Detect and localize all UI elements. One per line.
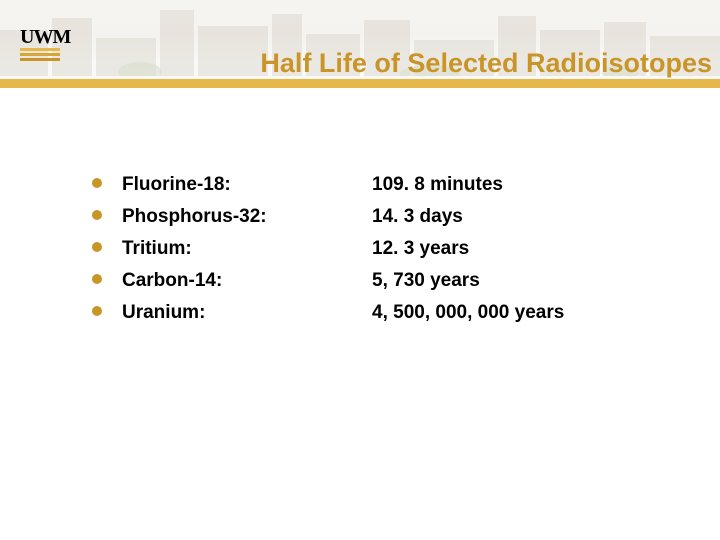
isotope-row: Phosphorus-32:14. 3 days	[92, 206, 652, 228]
half-life-value: 109. 8 minutes	[372, 174, 652, 196]
half-life-value: 14. 3 days	[372, 206, 652, 228]
slide-title: Half Life of Selected Radioisotopes	[160, 48, 712, 79]
isotope-name: Phosphorus-32:	[122, 206, 372, 228]
uwm-logo: UWM	[20, 26, 74, 60]
bullet-icon	[92, 178, 102, 188]
half-life-value: 12. 3 years	[372, 238, 652, 260]
isotope-name: Uranium:	[122, 302, 372, 324]
isotope-name: Carbon-14:	[122, 270, 372, 292]
isotope-row: Tritium:12. 3 years	[92, 238, 652, 260]
isotope-name: Fluorine-18:	[122, 174, 372, 196]
isotope-list: Fluorine-18:109. 8 minutesPhosphorus-32:…	[92, 174, 652, 334]
bullet-icon	[92, 274, 102, 284]
isotope-row: Carbon-14:5, 730 years	[92, 270, 652, 292]
header-gold-rule	[0, 79, 720, 88]
half-life-value: 5, 730 years	[372, 270, 652, 292]
uwm-logo-bar	[20, 53, 60, 56]
bullet-icon	[92, 306, 102, 316]
bullet-icon	[92, 210, 102, 220]
isotope-name: Tritium:	[122, 238, 372, 260]
isotope-row: Fluorine-18:109. 8 minutes	[92, 174, 652, 196]
half-life-value: 4, 500, 000, 000 years	[372, 302, 652, 324]
uwm-logo-bars	[20, 48, 60, 63]
uwm-logo-bar	[20, 48, 60, 51]
uwm-logo-text: UWM	[20, 26, 70, 49]
bullet-icon	[92, 242, 102, 252]
uwm-logo-bar	[20, 58, 60, 61]
isotope-row: Uranium:4, 500, 000, 000 years	[92, 302, 652, 324]
